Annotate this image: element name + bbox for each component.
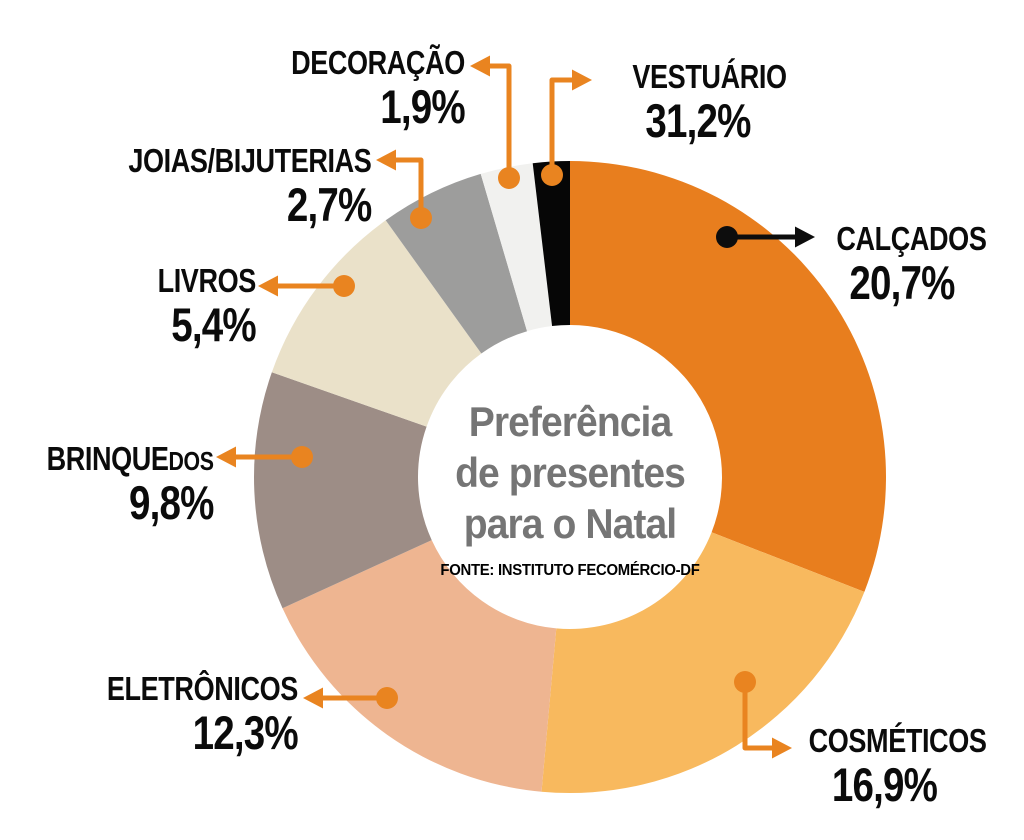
callout-name-main: BRINQUE bbox=[47, 440, 170, 477]
arrow-dot bbox=[541, 164, 563, 186]
callout-vestuario: VESTUÁRIO 31,2% bbox=[618, 58, 787, 147]
segment-joias-bijuterias bbox=[480, 163, 553, 332]
callout-value: 20,7% bbox=[849, 256, 955, 309]
arrow-dot bbox=[291, 446, 313, 468]
arrow-dot bbox=[410, 207, 432, 229]
chart-center-label: Preferência de presentes para o Natal FO… bbox=[400, 396, 740, 580]
callout-name: VESTUÁRIO bbox=[632, 58, 787, 95]
callout-joias-bijuterias: JOIAS/BIJUTERIAS 2,7% bbox=[75, 142, 372, 231]
arrow-calcados bbox=[716, 226, 815, 248]
arrow-line bbox=[742, 682, 772, 751]
callout-name: DECORAÇÃO bbox=[291, 44, 465, 81]
chart-title-line-2: de presentes bbox=[455, 449, 686, 496]
arrowhead bbox=[216, 446, 236, 468]
arrowhead bbox=[376, 149, 396, 171]
arrow-brinquedos bbox=[216, 446, 313, 468]
callout-name: LIVROS bbox=[157, 262, 257, 299]
arrow-dot bbox=[734, 671, 756, 693]
callout-value: 31,2% bbox=[645, 94, 751, 147]
arrow-eletronicos bbox=[303, 687, 398, 709]
callout-cosmeticos: COSMÉTICOS 16,9% bbox=[792, 722, 987, 811]
arrowhead bbox=[258, 275, 278, 297]
arrow-decoracao bbox=[470, 55, 520, 189]
callout-value: 9,8% bbox=[129, 476, 214, 529]
segment-eletronicos bbox=[254, 372, 432, 609]
arrow-line bbox=[396, 157, 424, 218]
chart-source: FONTE: INSTITUTO FECOMÉRCIO-DF bbox=[440, 562, 700, 579]
arrowhead bbox=[572, 69, 592, 91]
callout-name: CALÇADOS bbox=[836, 220, 987, 257]
callout-name: ELETRÔNICOS bbox=[107, 670, 298, 707]
segment-cosmeticos bbox=[282, 540, 557, 792]
arrow-dot bbox=[498, 167, 520, 189]
arrow-livros bbox=[258, 275, 355, 297]
callout-calcados: CALÇADOS 20,7% bbox=[822, 220, 987, 309]
segment-calcados bbox=[541, 532, 865, 793]
arrow-vestuario bbox=[541, 69, 592, 186]
arrowhead bbox=[772, 737, 792, 759]
callout-value: 5,4% bbox=[171, 298, 256, 351]
callout-value: 1,9% bbox=[380, 80, 465, 133]
arrow-dot bbox=[376, 687, 398, 709]
callout-value: 12,3% bbox=[192, 706, 299, 759]
arrow-cosmeticos bbox=[734, 671, 792, 759]
segment-brinquedos bbox=[271, 220, 482, 427]
arrow-line bbox=[549, 77, 572, 175]
callout-eletronicos: ELETRÔNICOS 12,3% bbox=[65, 670, 299, 759]
callout-value: 16,9% bbox=[831, 758, 938, 811]
segment-vestuario bbox=[570, 161, 887, 592]
arrow-dot bbox=[716, 226, 738, 248]
arrowhead bbox=[303, 687, 323, 709]
callout-decoracao: DECORAÇÃO 1,9% bbox=[253, 44, 466, 133]
chart-title-line-1: Preferência bbox=[468, 398, 672, 445]
callout-brinquedos: BRINQUEDOS 9,8% bbox=[10, 442, 215, 529]
callout-name: BRINQUEDOS bbox=[47, 442, 214, 475]
callout-name: COSMÉTICOS bbox=[808, 722, 987, 759]
segment-decoracao bbox=[532, 161, 570, 327]
arrow-line bbox=[490, 63, 512, 178]
callout-name: JOIAS/BIJUTERIAS bbox=[127, 142, 371, 179]
arrow-dot bbox=[333, 275, 355, 297]
arrowhead bbox=[470, 55, 490, 77]
callout-livros: LIVROS 5,4% bbox=[136, 262, 257, 351]
arrowhead bbox=[795, 226, 815, 248]
callout-value: 2,7% bbox=[286, 178, 371, 231]
arrow-joias-bijuterias bbox=[376, 149, 432, 229]
callout-name-small: DOS bbox=[169, 446, 214, 476]
chart-title-line-3: para o Natal bbox=[463, 500, 677, 547]
